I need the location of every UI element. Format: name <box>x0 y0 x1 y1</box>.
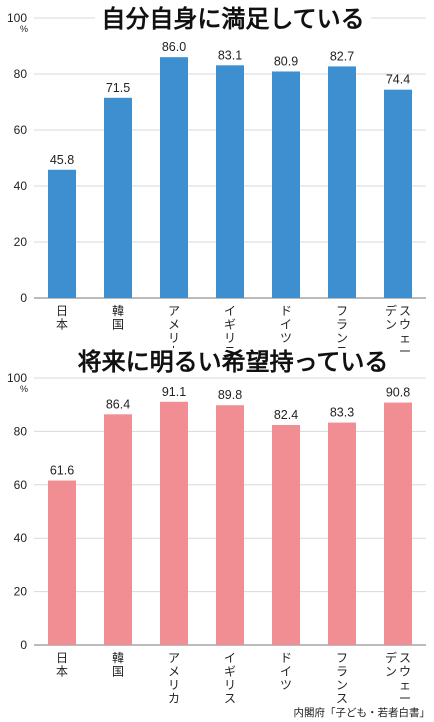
chart1-value-label: 82.7 <box>330 49 354 63</box>
chart2-value-label: 83.3 <box>330 406 354 420</box>
chart2-value-label: 82.4 <box>274 408 298 422</box>
chart2-category-text: ドイツ <box>280 651 292 692</box>
chart2-value-label: 89.8 <box>218 388 242 402</box>
chart2-category-text: 韓国 <box>112 651 124 679</box>
chart2-bar <box>160 401 188 645</box>
chart1-category-text: デン <box>385 303 397 332</box>
chart2-bar <box>384 402 412 645</box>
chart1-y-tick-label: 0 <box>20 291 27 305</box>
chart2-category-label: 韓国 <box>112 651 124 679</box>
chart2-title-backing <box>95 348 371 376</box>
chart1-y-tick-label: 40 <box>14 179 28 193</box>
chart1-y-tick-label: 80 <box>14 67 28 81</box>
chart1-unit-label: % <box>20 24 28 34</box>
chart2-bar <box>216 405 244 645</box>
chart2-value-label: 90.8 <box>386 386 410 400</box>
chart2-y-tick-label: 40 <box>14 531 28 545</box>
chart2-bar <box>104 414 132 645</box>
chart2-y-tick-label: 100 <box>7 371 27 385</box>
chart1-category-label: 韓国 <box>112 304 124 332</box>
chart1-bar <box>104 97 132 298</box>
chart2-category-text: フランス <box>336 651 348 706</box>
chart2-y-tick-label: 20 <box>14 585 28 599</box>
chart2-y-tick-label: 60 <box>14 478 28 492</box>
chart2-bar <box>328 422 356 645</box>
chart2-category-text: スウェー <box>399 651 411 706</box>
chart1-category-text: スウェー <box>399 304 411 359</box>
chart1-value-label: 80.9 <box>274 54 298 68</box>
chart2-category-label: 日本 <box>56 651 68 679</box>
chart1-bar <box>160 57 188 299</box>
chart1-value-label: 83.1 <box>218 48 242 62</box>
chart1-category-label: ドイツ <box>280 304 292 345</box>
chart2-y-tick-label: 80 <box>14 424 28 438</box>
chart2-unit-label: % <box>20 384 28 394</box>
chart2-title: 将来に明るい希望持っている <box>78 348 389 376</box>
chart1-value-label: 74.4 <box>386 73 410 87</box>
chart2-category-text: デン <box>385 650 397 679</box>
chart2-value-label: 91.1 <box>162 385 186 399</box>
chart1-value-label: 86.0 <box>162 40 186 54</box>
chart1-category-label: 日本 <box>56 304 68 332</box>
chart2-bar <box>272 424 300 645</box>
chart1-value-label: 45.8 <box>50 153 74 167</box>
chart2-value-label: 61.6 <box>50 464 74 478</box>
chart2-y-tick-label: 0 <box>20 638 27 652</box>
source-note: 内閣府「子ども・若者白書」 <box>294 706 431 719</box>
chart1-value-label: 71.5 <box>106 81 130 95</box>
chart2-category-label: ドイツ <box>280 651 292 692</box>
chart1-y-tick-label: 60 <box>14 123 28 137</box>
chart2-category-text: 日本 <box>56 651 68 679</box>
chart1-title-backing <box>95 5 371 33</box>
chart1-y-tick-label: 20 <box>14 235 28 249</box>
chart1-y-tick-label: 100 <box>7 11 27 25</box>
chart1-category-text: ドイツ <box>280 304 292 345</box>
chart1-title: 自分自身に満足している <box>101 5 364 33</box>
chart1-bar <box>48 169 76 298</box>
chart1-category-text: 日本 <box>56 304 68 332</box>
chart1-bar <box>384 89 412 299</box>
chart2-category-label: フランス <box>336 651 348 706</box>
chart2-category-text: イギリス <box>224 651 236 706</box>
chart1-bar <box>272 71 300 298</box>
chart1-bar <box>216 65 244 298</box>
chart2-bar <box>48 480 76 645</box>
chart2-category-label: アメリカ <box>168 651 180 706</box>
chart1-category-text: 韓国 <box>112 304 124 332</box>
chart1-bar <box>328 66 356 298</box>
chart2-value-label: 86.4 <box>106 397 130 411</box>
chart2-category-text: アメリカ <box>168 651 180 706</box>
chart2-category-label: イギリス <box>224 651 236 706</box>
